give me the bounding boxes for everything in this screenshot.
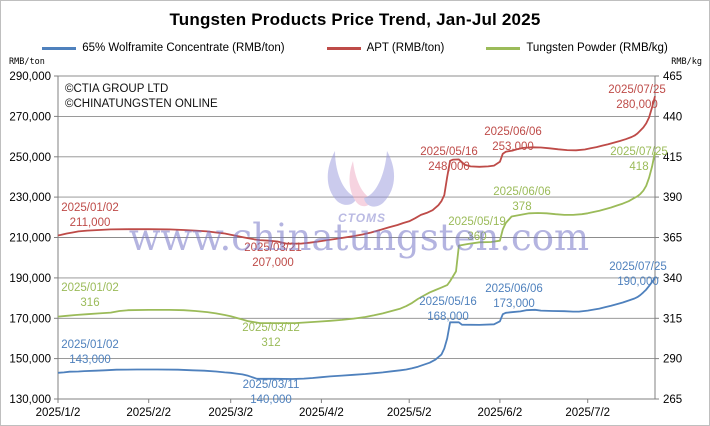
x-axis-tick-label: 2025/2/2: [126, 407, 171, 419]
annotation-value: 253,000: [492, 141, 534, 153]
copyright-block: ©CTIA GROUP LTD ©CHINATUNGSTEN ONLINE: [65, 82, 218, 112]
annotation-date: 2025/06/06: [485, 283, 543, 295]
annotation-date: 2025/03/11: [243, 379, 300, 391]
legend-label: APT (RMB/ton): [366, 42, 445, 54]
annotation-value: 211,000: [70, 217, 111, 229]
left-axis-tick-label: 230,000: [9, 192, 51, 204]
right-axis-tick-label: 340: [663, 273, 682, 285]
annotation-date: 2025/01/02: [61, 339, 119, 351]
annotation-value: 312: [261, 337, 280, 349]
left-axis-tick-label: 150,000: [9, 354, 51, 366]
left-axis-unit-label: RMB/ton: [9, 57, 45, 67]
right-axis-tick-label: 290: [663, 354, 682, 366]
logo-right-flame: [364, 151, 395, 207]
series-line-0: [57, 277, 656, 380]
left-axis-tick-label: 290,000: [9, 71, 51, 83]
annotation-date: 2025/06/06: [484, 126, 542, 138]
annotation-value: 316: [80, 297, 99, 309]
annotation-value: 173,000: [493, 298, 535, 310]
annotation-value: 190,000: [617, 276, 659, 288]
left-axis-tick-label: 270,000: [9, 111, 51, 123]
series-line-1: [57, 95, 656, 245]
right-axis-tick-label: 440: [663, 111, 682, 123]
annotation-date: 2025/03/12: [242, 322, 300, 334]
right-axis-tick-label: 390: [663, 192, 682, 204]
series-line-2: [57, 151, 656, 325]
chart-title: Tungsten Products Price Trend, Jan-Jul 2…: [169, 10, 541, 29]
legend-item-1: APT (RMB/ton): [326, 42, 445, 54]
logo-left-flame: [327, 151, 357, 205]
annotation-value: 168,000: [427, 311, 469, 323]
x-axis-tick-label: 2025/4/2: [299, 407, 344, 419]
chart-legend: 65% Wolframite Concentrate (RMB/ton) APT …: [1, 42, 709, 54]
right-axis-tick-label: 265: [663, 394, 682, 406]
copyright-line-1: ©CTIA GROUP LTD: [65, 83, 169, 95]
right-axis-tick-label: 365: [663, 233, 682, 245]
x-axis-tick-label: 2025/7/2: [565, 407, 610, 419]
right-axis-tick-label: 315: [663, 313, 682, 325]
annotation-date: 2025/07/25: [609, 261, 667, 273]
right-axis-tick-label: 415: [663, 152, 682, 164]
logo-ctoms-text: CTOMS: [338, 211, 386, 225]
x-axis-tick-label: 2025/5/2: [387, 407, 432, 419]
annotation-date: 2025/07/25: [610, 146, 668, 158]
legend-line-swatch: [486, 46, 521, 50]
legend-item-0: 65% Wolframite Concentrate (RMB/ton): [42, 42, 285, 54]
annotation-value: 248,000: [428, 161, 470, 173]
legend-line-swatch: [42, 46, 77, 50]
x-axis-tick-label: 2025/6/2: [478, 407, 523, 419]
annotation-value: 207,000: [252, 257, 294, 269]
right-axis-tick-label: 465: [663, 71, 682, 83]
annotation-value: 360: [467, 231, 486, 243]
legend-label: 65% Wolframite Concentrate (RMB/ton): [82, 42, 285, 54]
x-axis-tick-label: 2025/1/2: [36, 407, 81, 419]
left-axis-tick-label: 170,000: [9, 313, 51, 325]
logo-middle-flame: [349, 161, 372, 207]
annotation-date: 2025/06/06: [493, 186, 551, 198]
legend-item-2: Tungsten Powder (RMB/kg): [486, 42, 668, 54]
legend-label: Tungsten Powder (RMB/kg): [526, 42, 668, 54]
annotation-date: 2025/05/16: [420, 146, 478, 158]
x-axis-tick-label: 2025/3/2: [208, 407, 253, 419]
annotation-value: 140,000: [250, 394, 292, 406]
annotation-date: 2025/05/19: [448, 216, 506, 228]
annotation-date: 2025/01/02: [61, 202, 119, 214]
left-axis-tick-label: 250,000: [9, 152, 51, 164]
annotation-value: 143,000: [69, 354, 111, 366]
ctoms-logo-watermark: CTOMS: [327, 151, 395, 225]
annotation-value: 418: [629, 161, 648, 173]
right-axis-unit-label: RMB/kg: [671, 57, 702, 67]
annotation-value: 280,000: [616, 99, 658, 111]
left-axis-tick-label: 190,000: [9, 273, 51, 285]
left-axis-tick-label: 130,000: [9, 394, 51, 406]
legend-line-swatch: [326, 46, 361, 50]
left-axis-tick-label: 210,000: [9, 233, 51, 245]
annotation-date: 2025/01/02: [61, 282, 119, 294]
copyright-line-2: ©CHINATUNGSTEN ONLINE: [65, 98, 218, 110]
site-watermark-text: www.chinatungsten.com: [129, 216, 589, 259]
annotation-date: 2025/03/21: [244, 242, 302, 254]
annotation-value: 378: [512, 201, 531, 213]
annotation-date: 2025/07/25: [608, 84, 666, 96]
annotation-date: 2025/05/16: [419, 296, 477, 308]
